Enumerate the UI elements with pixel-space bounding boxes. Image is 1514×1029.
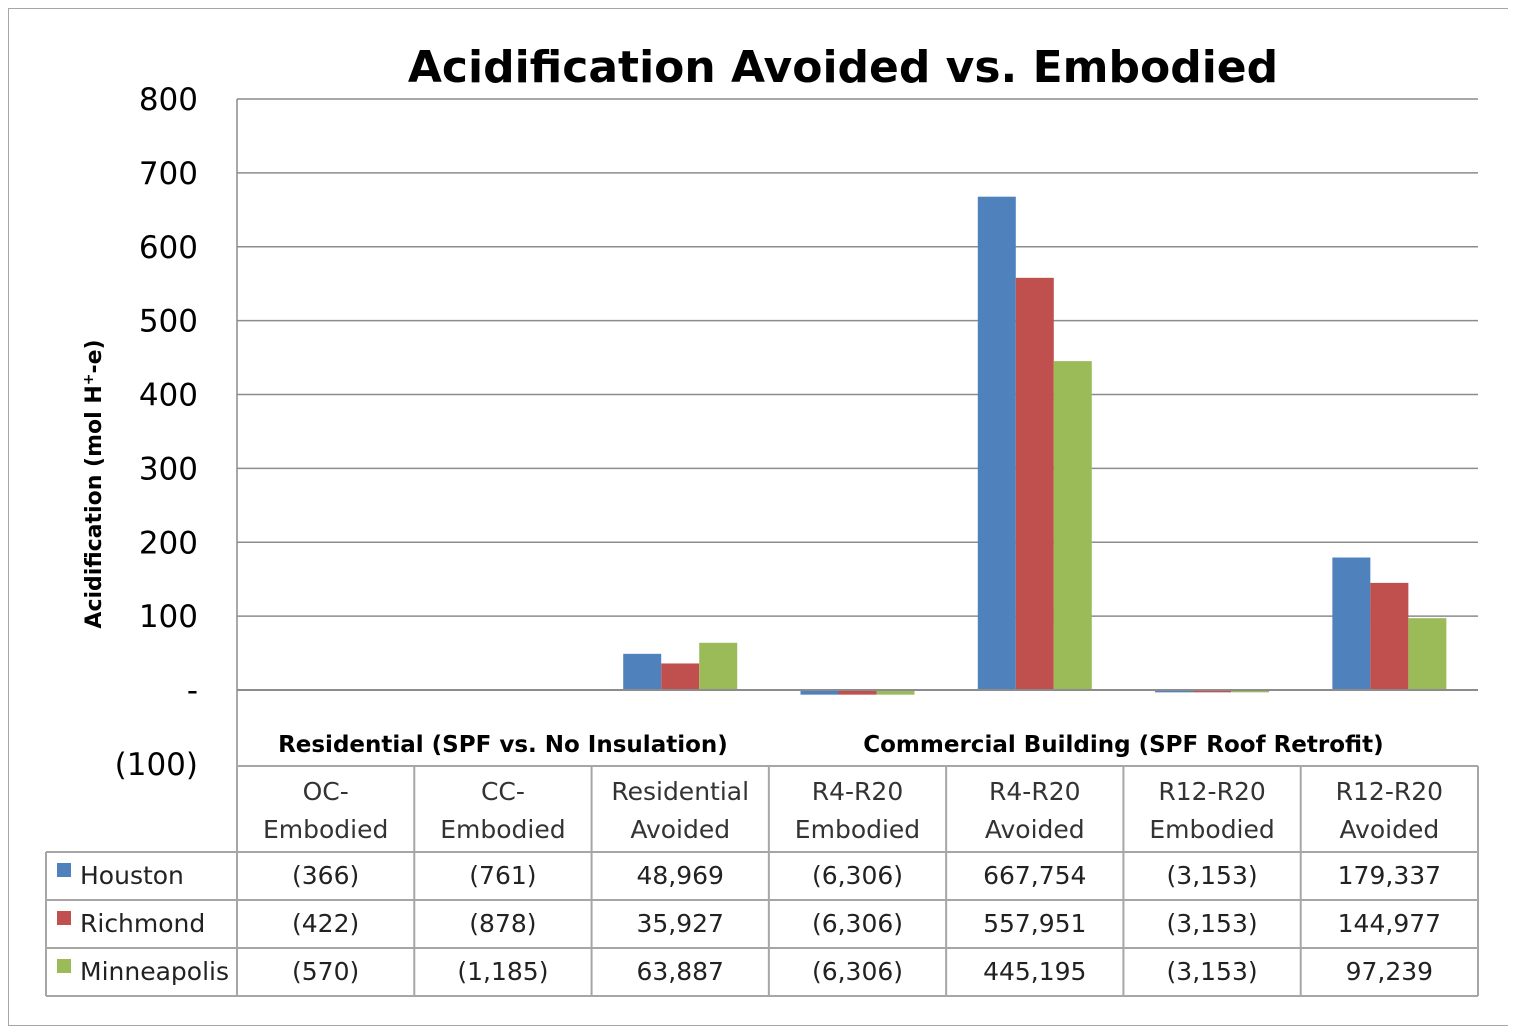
category-label: Avoided [985,815,1085,844]
bar-minneapolis-6 [1408,618,1446,690]
data-label: (3,153) [1167,957,1258,986]
y-tick-label: 400 [139,378,198,414]
y-tick-label: (100) [115,747,198,783]
data-label: (6,306) [812,957,903,986]
bar-richmond-2 [661,663,699,690]
category-label: Avoided [1339,815,1439,844]
data-label: 63,887 [636,957,723,986]
data-label: (761) [469,861,536,890]
data-label: (3,153) [1167,861,1258,890]
y-tick-label: 500 [139,304,198,340]
y-tick-label: 800 [139,82,198,118]
data-label: (878) [469,909,536,938]
data-label: 97,239 [1346,957,1433,986]
y-tick-label: - [187,673,198,709]
category-label: Avoided [630,815,730,844]
y-tick-label: 700 [139,156,198,192]
category-label: CC- [481,777,525,806]
data-label: (6,306) [812,909,903,938]
y-axis-title-main: Acidification (mol H [82,385,107,628]
data-label: 144,977 [1338,909,1441,938]
category-label: Embodied [1149,815,1274,844]
group-label: Residential (SPF vs. No Insulation) [278,732,728,758]
data-label: (366) [292,861,359,890]
category-label: Residential [611,777,749,806]
category-label: R12-R20 [1158,777,1265,806]
data-label: 557,951 [983,909,1086,938]
data-label: 667,754 [983,861,1086,890]
data-label: (6,306) [812,861,903,890]
y-tick-label: 200 [139,525,198,561]
data-label: (570) [292,957,359,986]
chart-title: Acidification Avoided vs. Embodied [408,42,1278,93]
data-label: 179,337 [1338,861,1441,890]
bar-richmond-6 [1370,583,1408,690]
data-label: (1,185) [457,957,548,986]
category-label: Embodied [440,815,565,844]
legend-key-minneapolis [57,959,71,973]
legend-label: Minneapolis [80,957,229,986]
y-axis-title-superscript: + [81,374,97,386]
data-label: 48,969 [636,861,723,890]
bar-richmond-4 [1016,278,1054,690]
category-label: Embodied [795,815,920,844]
category-label: Embodied [263,815,388,844]
data-label: 35,927 [636,909,723,938]
legend-key-richmond [57,911,71,925]
y-axis-title: Acidification (mol H+-e) [81,339,107,628]
group-label: Commercial Building (SPF Roof Retrofit) [863,732,1383,758]
category-label: R4-R20 [989,777,1080,806]
data-label: (3,153) [1167,909,1258,938]
y-tick-label: 300 [139,451,198,487]
category-label: R4-R20 [812,777,903,806]
bar-minneapolis-4 [1054,361,1092,690]
bar-houston-4 [978,197,1016,690]
data-label: (422) [292,909,359,938]
y-tick-label: 100 [139,599,198,635]
category-label: R12-R20 [1336,777,1443,806]
category-label: OC- [303,777,349,806]
bar-minneapolis-2 [699,643,737,690]
legend-key-houston [57,863,71,877]
data-label: 445,195 [983,957,1086,986]
legend-label: Richmond [80,909,205,938]
y-tick-label: 600 [139,230,198,266]
bar-houston-6 [1332,558,1370,690]
bar-houston-2 [623,654,661,690]
y-axis-title-tail: -e) [82,339,107,373]
legend-label: Houston [80,861,184,890]
